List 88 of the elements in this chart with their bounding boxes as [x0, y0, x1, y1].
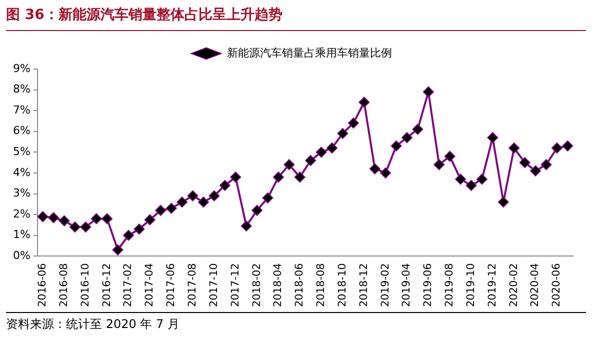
x-tick-label: 2018-02	[250, 263, 263, 308]
x-tick-label: 2020-02	[508, 263, 520, 308]
point	[240, 220, 252, 232]
point	[37, 211, 48, 222]
point	[69, 222, 80, 233]
x-tick-label: 2019-08	[444, 263, 456, 308]
y-tick-label: 1%	[13, 228, 30, 242]
point	[230, 172, 242, 183]
point	[540, 159, 552, 170]
point	[508, 142, 520, 154]
y-tick-label: 0%	[13, 248, 30, 262]
point	[422, 86, 434, 98]
point	[380, 167, 392, 178]
x-tick-label: 2018-04	[272, 262, 284, 308]
point	[466, 180, 477, 191]
point	[530, 165, 542, 176]
point	[455, 174, 466, 185]
point	[562, 140, 574, 152]
point	[198, 196, 209, 208]
point	[412, 124, 424, 135]
x-tick-label: 2017-04	[144, 262, 156, 308]
point	[80, 222, 92, 233]
y-tick-label: 9%	[13, 62, 30, 75]
x-tick-label: 2017-12	[229, 263, 242, 308]
point	[294, 172, 306, 183]
text: 资料来源：统计至 2020 年 7 月	[6, 312, 586, 333]
point	[519, 157, 530, 168]
x-tick-label: 2018-08	[315, 263, 328, 308]
point	[176, 196, 188, 208]
point	[187, 190, 198, 202]
point	[90, 213, 102, 224]
point	[284, 159, 295, 170]
point	[166, 202, 177, 214]
point	[487, 132, 498, 144]
point	[58, 215, 70, 226]
point	[112, 244, 124, 256]
x-tick-label: 2016-10	[79, 263, 92, 308]
point	[134, 224, 145, 235]
y-tick-label: 4%	[13, 166, 30, 179]
point	[252, 204, 263, 216]
x-tick-label: 2017-10	[208, 263, 220, 308]
point	[358, 96, 370, 108]
point	[348, 118, 359, 129]
point	[219, 180, 230, 191]
point	[102, 213, 113, 224]
point	[272, 172, 284, 183]
point	[476, 174, 488, 185]
point	[208, 190, 220, 202]
point	[498, 196, 509, 208]
point	[551, 142, 562, 154]
point	[326, 142, 338, 154]
x-tick-label: 2020-04	[529, 262, 542, 308]
x-tick-label: 2018-06	[294, 262, 306, 308]
x-tick-label: 2019-02	[379, 263, 392, 308]
point	[155, 204, 166, 216]
y-tick-label: 5%	[13, 145, 30, 158]
y-tick-label: 3%	[13, 186, 30, 200]
point	[369, 163, 380, 174]
x-tick-label: 2017-02	[122, 263, 134, 308]
point	[305, 154, 316, 166]
x-tick-label: 2020-06	[550, 262, 563, 308]
point	[316, 146, 327, 158]
point	[444, 150, 456, 162]
x-tick-label: 2017-06	[165, 262, 178, 308]
x-tick-label: 2019-10	[464, 263, 477, 308]
y-tick-label: 7%	[13, 103, 30, 116]
x-tick-label: 2018-12	[358, 263, 370, 308]
point	[434, 159, 445, 170]
x-tick-label: 2019-06	[422, 262, 434, 308]
point	[390, 140, 402, 152]
point	[262, 192, 274, 204]
x-tick-label: 2017-08	[186, 263, 198, 308]
x-tick-label: 2019-04	[400, 262, 413, 308]
chart-title: 图 36：新能源汽车销量整体占比呈上升趋势	[6, 6, 586, 31]
y-tick-label: 8%	[13, 82, 30, 96]
y-tick-label: 6%	[13, 124, 30, 138]
point	[48, 212, 60, 224]
x-tick-label: 2016-08	[58, 263, 70, 308]
x-tick-label: 2019-12	[486, 263, 498, 308]
x-tick-label: 2016-12	[100, 263, 113, 308]
x-tick-label: 2016-06	[36, 262, 49, 308]
point	[401, 132, 412, 144]
legend-label: 新能源汽车销量占乘用车销量比例	[226, 46, 392, 60]
point	[144, 214, 156, 226]
point	[337, 128, 348, 139]
x-tick-label: 2018-10	[336, 263, 348, 308]
y-tick-label: 2%	[13, 207, 30, 220]
point	[122, 230, 134, 241]
